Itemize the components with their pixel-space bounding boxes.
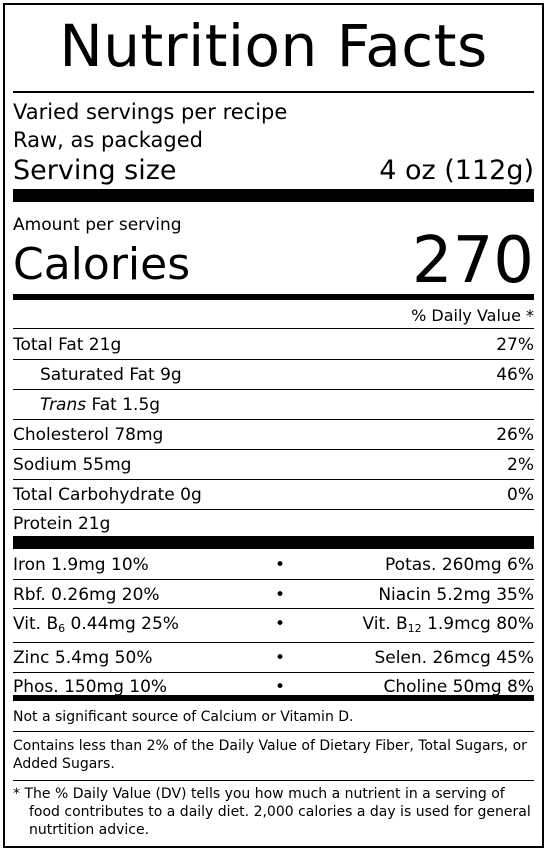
row-divider (13, 389, 534, 390)
mineral-right: Selen. 26mcg 45% (374, 648, 534, 668)
label-title: Nutrition Facts (59, 12, 488, 80)
mineral-right: Niacin 5.2mg 35% (378, 585, 534, 605)
serving-size-value: 4 oz (112g) (379, 155, 534, 186)
trans-italic: Trans (40, 395, 87, 415)
row-divider (13, 672, 534, 673)
nutrient-dv: 46% (496, 365, 534, 385)
nutrient-dv: 2% (507, 455, 534, 475)
serving-size-row: Serving size 4 oz (112g) (13, 156, 534, 186)
mineral-left: Vit. B6 0.44mg 25% (13, 609, 179, 639)
row-divider (13, 579, 534, 580)
mineral-right: Potas. 260mg 6% (385, 555, 534, 575)
row-divider (13, 419, 534, 420)
row-divider (13, 780, 534, 781)
nutrient-label: Saturated Fat 9g (40, 365, 182, 385)
mineral-row: Iron 1.9mg 10% • Potas. 260mg 6% (13, 550, 534, 580)
nutrient-label: Trans Fat 1.5g (40, 392, 160, 418)
mineral-left: Phos. 150mg 10% (13, 677, 168, 697)
vit-b6-amount: 0.44mg 25% (65, 614, 179, 634)
fiber-note: Contains less than 2% of the Daily Value… (13, 738, 527, 772)
bullet-separator: • (275, 614, 286, 634)
row-divider (13, 509, 534, 510)
nutrient-dv: 27% (496, 335, 534, 355)
row-divider (13, 479, 534, 480)
daily-value-footnote: * The % Daily Value (DV) tells you how m… (13, 786, 531, 838)
vit-b6-subscript: 6 (58, 622, 66, 635)
mineral-row: Zinc 5.4mg 50% • Selen. 26mcg 45% (13, 643, 534, 673)
mineral-right: Vit. B12 1.9mcg 80% (363, 609, 534, 639)
nutrient-label: Total Carbohydrate 0g (13, 485, 202, 505)
mineral-row: Vit. B6 0.44mg 25% • Vit. B12 1.9mcg 80% (13, 609, 534, 641)
calories-label: Calories (13, 239, 191, 290)
vit-b6-prefix: Vit. B (13, 614, 59, 634)
nutrient-row-sodium: Sodium 55mg 2% (13, 452, 534, 478)
serving-size-label: Serving size (13, 155, 177, 186)
nutrient-row-trans-fat: Trans Fat 1.5g (13, 392, 534, 418)
nutrient-label: Protein 21g (13, 514, 111, 534)
nutrient-row-carbohydrate: Total Carbohydrate 0g 0% (13, 482, 534, 508)
nutrient-dv: 0% (507, 485, 534, 505)
mineral-left: Rbf. 0.26mg 20% (13, 585, 160, 605)
mineral-left: Iron 1.9mg 10% (13, 555, 149, 575)
row-divider (13, 449, 534, 450)
nutrient-row-total-fat: Total Fat 21g 27% (13, 332, 534, 358)
row-divider (13, 359, 534, 360)
nutrient-row-cholesterol: Cholesterol 78mg 26% (13, 422, 534, 448)
bullet-separator: • (275, 555, 286, 575)
nutrient-label: Cholesterol 78mg (13, 425, 164, 445)
row-divider (13, 608, 534, 609)
calories-value: 270 (411, 224, 534, 298)
bullet-separator: • (275, 648, 286, 668)
nutrient-row-protein: Protein 21g (13, 511, 534, 537)
daily-value-header: % Daily Value * (411, 306, 534, 325)
nutrient-row-saturated-fat: Saturated Fat 9g 46% (13, 362, 534, 388)
nutrient-dv: 26% (496, 425, 534, 445)
nutrition-label: Nutrition Facts Varied servings per reci… (3, 3, 544, 848)
preparation-note: Raw, as packaged (13, 128, 203, 152)
vit-b12-amount: 1.9mcg 80% (421, 614, 534, 634)
medium-divider (13, 294, 534, 300)
thick-divider-minerals (13, 536, 534, 549)
amount-per-serving: Amount per serving (13, 215, 182, 235)
trans-rest: Fat 1.5g (86, 395, 161, 415)
mineral-row: Rbf. 0.26mg 20% • Niacin 5.2mg 35% (13, 580, 534, 610)
medium-divider-bottom (13, 695, 534, 701)
vit-b12-prefix: Vit. B (362, 614, 408, 634)
nutrient-label: Total Fat 21g (13, 335, 122, 355)
mineral-right: Choline 50mg 8% (383, 677, 535, 697)
servings-per-container: Varied servings per recipe (13, 100, 288, 124)
calcium-note: Not a significant source of Calcium or V… (13, 709, 354, 725)
label-content: Nutrition Facts Varied servings per reci… (13, 5, 534, 846)
row-divider (13, 642, 534, 643)
row-divider (13, 731, 534, 732)
mineral-row: Phos. 150mg 10% • Choline 50mg 8% (13, 672, 534, 702)
row-divider (13, 328, 534, 329)
bullet-separator: • (275, 677, 286, 697)
bullet-separator: • (275, 585, 286, 605)
thick-divider-top (13, 189, 534, 202)
calories-row: Calories 270 (13, 229, 534, 293)
nutrient-label: Sodium 55mg (13, 455, 132, 475)
mineral-left: Zinc 5.4mg 50% (13, 648, 153, 668)
title-rule (13, 91, 534, 93)
vit-b12-subscript: 12 (407, 622, 422, 635)
